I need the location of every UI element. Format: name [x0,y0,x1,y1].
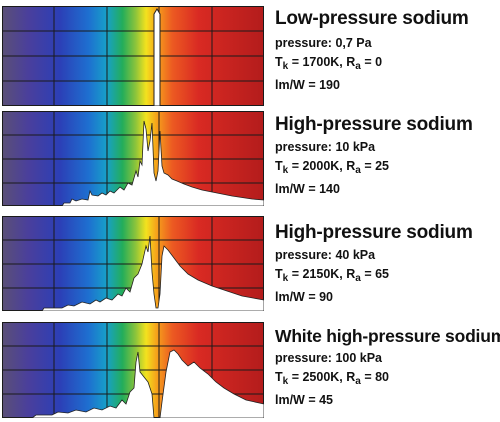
emission-curve [2,349,264,418]
color-temp-text: Tk = 1700K, Ra = 0 [275,55,383,72]
lamp-title: High-pressure sodium [275,222,473,243]
efficacy-text: lm/W = 90 [275,290,334,304]
efficacy-text: lm/W = 140 [275,182,340,196]
sodium-d-line [153,8,161,106]
lamp-info: Low-pressure sodium pressure: 0,7 Pa Tk … [275,8,500,95]
spectrum-panel-high-pressure-40kpa: High-pressure sodium pressure: 40 kPa Tk… [0,216,500,316]
lamp-info: High-pressure sodium pressure: 40 kPa Tk… [275,222,500,307]
emission-spectrum [2,6,264,106]
color-temp-text: Tk = 2000K, Ra = 25 [275,159,390,176]
pressure-text: pressure: 100 kPa [275,351,383,365]
lamp-title: White high-pressure sodium [275,326,500,346]
grid-lines [2,6,264,106]
spectrum-panel-white-high-pressure: White high-pressure sodium pressure: 100… [0,322,500,422]
pressure-text: pressure: 0,7 Pa [275,36,372,50]
lamp-title: High-pressure sodium [275,114,473,135]
pressure-text: pressure: 10 kPa [275,140,376,154]
efficacy-text: lm/W = 45 [275,393,334,407]
lamp-info: White high-pressure sodium pressure: 100… [275,325,500,410]
emission-spectrum [2,216,264,316]
grid-lines [2,216,264,311]
lamp-info: High-pressure sodium pressure: 10 kPa Tk… [275,114,500,199]
spectrum-panel-low-pressure: Low-pressure sodium pressure: 0,7 Pa Tk … [0,6,500,106]
spectrum-panel-high-pressure-10kpa: High-pressure sodium pressure: 10 kPa Tk… [0,111,500,211]
emission-curve [2,120,264,206]
color-temp-text: Tk = 2150K, Ra = 65 [275,267,390,284]
pressure-text: pressure: 40 kPa [275,248,376,262]
efficacy-text: lm/W = 190 [275,78,340,92]
color-temp-text: Tk = 2500K, Ra = 80 [275,370,390,387]
emission-spectrum [2,111,264,211]
lamp-title: Low-pressure sodium [275,8,469,29]
emission-curve [2,235,264,311]
emission-spectrum [2,322,264,422]
